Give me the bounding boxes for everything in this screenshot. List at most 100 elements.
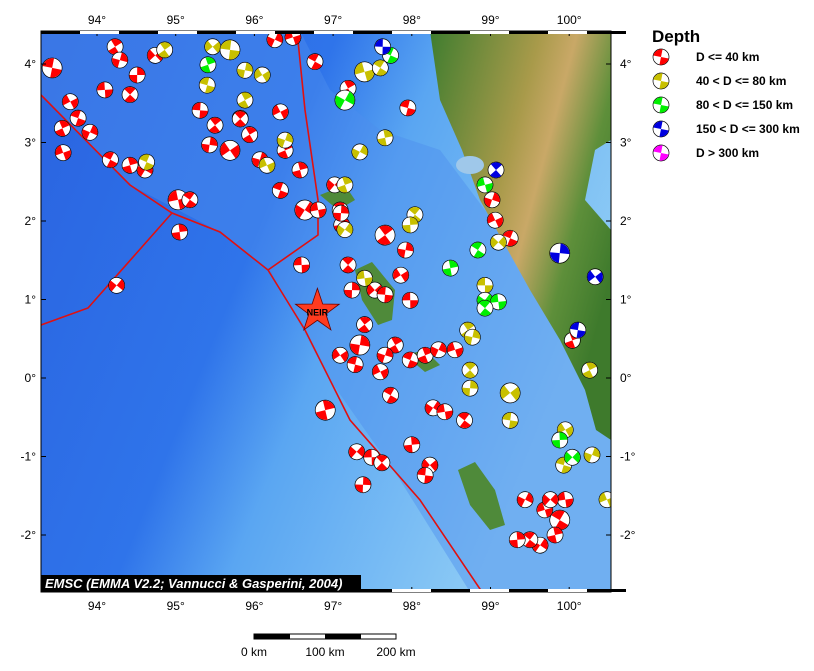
focal-mechanism-beachball[interactable] [555,489,576,510]
focal-mechanism-beachball[interactable] [354,268,374,288]
focal-mechanism-beachball[interactable] [484,209,506,231]
focal-mechanism-beachball[interactable] [376,346,394,364]
focal-mechanism-beachball[interactable] [104,35,127,58]
focal-mechanism-beachball[interactable] [371,452,393,474]
focal-mechanism-beachball[interactable] [271,181,289,199]
focal-mechanism-beachball[interactable] [373,37,392,56]
focal-mechanism-beachball[interactable] [334,219,355,240]
focal-mechanism-beachball[interactable] [251,64,274,87]
focal-mechanism-beachball[interactable] [201,35,224,58]
focal-mechanism-beachball[interactable] [346,441,368,463]
focal-mechanism-beachball[interactable] [292,255,311,274]
focal-mechanism-beachball[interactable] [119,155,141,177]
focal-mechanism-beachball[interactable] [380,385,400,405]
focal-mechanism-beachball[interactable] [544,524,565,545]
focal-mechanism-beachball[interactable] [496,379,524,407]
focal-mechanism-beachball[interactable] [111,51,129,69]
focal-mechanism-beachball[interactable] [501,412,519,429]
focal-mechanism-beachball[interactable] [69,109,87,127]
focal-mechanism-beachball[interactable] [461,379,479,397]
focal-mechanism-beachball[interactable] [483,191,501,209]
focal-mechanism-beachball[interactable] [346,356,364,374]
legend-beachball-icon[interactable] [652,96,670,114]
focal-mechanism-beachball[interactable] [289,159,310,180]
focal-mechanism-beachball[interactable] [429,340,448,359]
focal-mechanism-beachball[interactable] [375,127,396,148]
focal-mechanism-beachball[interactable] [329,344,352,367]
focal-mechanism-beachball[interactable] [100,150,120,170]
focal-mechanism-beachball[interactable] [337,254,359,276]
focal-mechanism-beachball[interactable] [353,313,376,336]
focal-mechanism-beachball[interactable] [351,58,378,85]
focal-mechanism-beachball[interactable] [350,142,370,162]
focal-mechanism-beachball[interactable] [52,142,74,164]
focal-mechanism-beachball[interactable] [41,57,63,79]
focal-mechanism-beachball[interactable] [370,58,391,79]
focal-mechanism-beachball[interactable] [106,275,128,297]
focal-mechanism-beachball[interactable] [312,397,339,424]
focal-mechanism-beachball[interactable] [305,52,325,72]
focal-mechanism-beachball[interactable] [507,530,527,550]
focal-mechanism-beachball[interactable] [485,159,507,181]
focal-mechanism-beachball[interactable] [80,123,99,142]
focal-mechanism-beachball[interactable] [334,174,356,196]
focal-mechanism-beachball[interactable] [414,344,436,366]
focal-mechanism-beachball[interactable] [561,446,583,468]
focal-mechanism-beachball[interactable] [389,264,412,287]
focal-mechanism-beachball[interactable] [401,351,420,370]
focal-mechanism-beachball[interactable] [308,200,329,221]
focal-mechanism-beachball[interactable] [474,174,495,195]
focal-mechanism-beachball[interactable] [400,215,420,235]
legend-beachball-icon[interactable] [652,72,670,90]
focal-mechanism-beachball[interactable] [95,80,115,100]
focal-mechanism-beachball[interactable] [191,101,209,119]
focal-mechanism-beachball[interactable] [59,90,82,113]
focal-mechanism-beachball[interactable] [515,490,535,510]
focal-mechanism-beachball[interactable] [468,240,489,261]
focal-mechanism-beachball[interactable] [440,258,461,279]
focal-mechanism-beachball[interactable] [454,410,475,431]
focal-mechanism-beachball[interactable] [128,66,147,85]
focal-mechanism-beachball[interactable] [197,54,219,76]
focal-mechanism-beachball[interactable] [204,114,227,137]
focal-mechanism-beachball[interactable] [51,117,73,139]
focal-mechanism-beachball[interactable] [265,30,284,49]
focal-mechanism-beachball[interactable] [371,221,399,249]
focal-mechanism-beachball[interactable] [238,123,261,146]
focal-mechanism-beachball[interactable] [269,101,291,123]
focal-mechanism-beachball[interactable] [332,204,350,222]
focal-mechanism-beachball[interactable] [401,291,420,310]
focal-mechanism-beachball[interactable] [459,359,481,381]
focal-mechanism-beachball[interactable] [234,89,257,112]
legend-beachball-icon[interactable] [652,144,670,162]
focal-mechanism-beachball[interactable] [354,476,372,494]
epicenter-marker[interactable]: NEIR [294,287,341,331]
focal-mechanism-beachball[interactable] [519,529,541,551]
focal-mechanism-beachball[interactable] [332,88,357,113]
focal-mechanism-beachball[interactable] [416,466,434,484]
focal-mechanism-beachball[interactable] [179,189,200,210]
focal-mechanism-beachball[interactable] [201,136,218,154]
legend-beachball-icon[interactable] [652,120,670,138]
focal-mechanism-beachball[interactable] [198,76,216,94]
focal-mechanism-beachball[interactable] [399,99,417,117]
focal-mechanism-beachball[interactable] [578,359,600,381]
focal-mechanism-beachball[interactable] [444,339,466,361]
focal-mechanism-beachball[interactable] [229,108,251,130]
focal-mechanism-beachball[interactable] [276,131,294,149]
focal-mechanism-beachball[interactable] [153,39,176,62]
focal-mechanism-beachball[interactable] [435,401,456,422]
focal-mechanism-beachball[interactable] [583,446,601,464]
focal-mechanism-beachball[interactable] [549,242,571,264]
focal-mechanism-beachball[interactable] [343,281,362,300]
focal-mechanism-beachball[interactable] [464,328,481,346]
focal-mechanism-beachball[interactable] [550,430,569,449]
focal-mechanism-beachball[interactable] [376,286,394,304]
focal-mechanism-beachball[interactable] [169,222,189,242]
focal-mechanism-beachball[interactable] [219,39,241,61]
focal-mechanism-beachball[interactable] [584,265,607,288]
focal-mechanism-beachball[interactable] [137,153,156,172]
focal-mechanism-beachball[interactable] [349,334,371,356]
focal-mechanism-beachball[interactable] [487,231,509,253]
focal-mechanism-beachball[interactable] [397,241,414,259]
